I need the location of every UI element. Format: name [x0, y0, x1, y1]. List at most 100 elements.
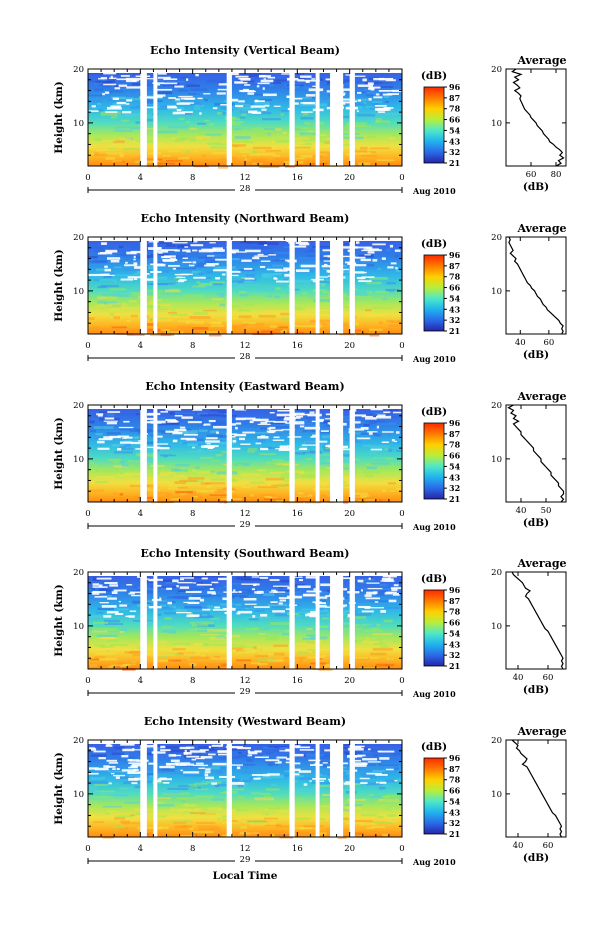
profile-line [508, 236, 564, 335]
y-tick-label: 20 [73, 401, 84, 411]
x-tick-label: 8 [190, 844, 195, 854]
x-tick-label: 4 [138, 676, 143, 686]
panel-title: Echo Intensity (Southward Beam) [141, 547, 350, 560]
y-axis-label: Height (km) [53, 584, 65, 656]
colorbar-tick-label: 96 [449, 82, 461, 92]
data-gap [315, 405, 320, 502]
colorbar-unit: (dB) [421, 70, 447, 82]
profile-x-tick-label: 80 [551, 170, 562, 180]
panel-title: Echo Intensity (Eastward Beam) [145, 380, 344, 393]
colorbar-tick-label: 43 [449, 807, 461, 817]
data-gap [289, 405, 295, 502]
data-gap [349, 405, 355, 502]
profile-x-tick-label: 60 [543, 673, 554, 683]
data-gap [226, 740, 232, 837]
colorbar-unit: (dB) [421, 406, 447, 418]
profile-line [511, 571, 564, 670]
panel-3: Echo Intensity (Eastward Beam) 20 10 Height… [53, 380, 567, 532]
y-axis-label: Height (km) [53, 249, 65, 321]
profile-y-tick-label: 20 [491, 233, 502, 243]
x-tick-label: 0 [399, 676, 404, 686]
colorbar-tick-label: 21 [449, 829, 460, 839]
profile-line [510, 68, 565, 167]
profile-y-tick-label: 20 [491, 401, 502, 411]
data-gap [289, 237, 295, 334]
colorbar-tick-label: 21 [449, 326, 460, 336]
date-day-label: 28 [240, 352, 251, 362]
x-tick-label: 8 [190, 341, 195, 351]
profile-title: Average [516, 222, 566, 235]
data-gap [349, 237, 355, 334]
y-tick-label: 20 [73, 233, 84, 243]
x-tick-label: 20 [344, 844, 355, 854]
data-gap [315, 740, 320, 837]
x-tick-label: 4 [138, 509, 143, 519]
data-gap [140, 740, 147, 837]
profile-y-tick-label: 10 [491, 287, 502, 297]
colorbar-tick-label: 78 [449, 272, 461, 282]
colorbar-tick-label: 54 [449, 293, 461, 303]
date-month-label: Aug 2010 [412, 186, 456, 196]
date-day-label: 29 [240, 520, 251, 530]
y-tick-label: 10 [73, 622, 84, 632]
y-tick-label: 10 [73, 790, 84, 800]
data-gap [226, 69, 232, 166]
colorbar-tick-label: 87 [449, 93, 460, 103]
date-month-label: Aug 2010 [412, 857, 456, 867]
colorbar-tick-label: 87 [449, 261, 460, 271]
x-axis-label: Local Time [213, 870, 278, 882]
colorbar-tick-label: 78 [449, 607, 461, 617]
profile-title: Average [516, 557, 566, 570]
colorbar-tick-label: 66 [449, 618, 461, 628]
data-gap [140, 405, 147, 502]
colorbar-tick-label: 32 [449, 147, 460, 157]
data-gap [315, 69, 320, 166]
profile-x-label: (dB) [523, 684, 549, 696]
colorbar-tick-label: 78 [449, 104, 461, 114]
data-gap [289, 572, 295, 669]
colorbar-tick-label: 96 [449, 250, 461, 260]
profile-frame [505, 739, 567, 838]
colorbar [423, 422, 445, 500]
x-tick-label: 16 [292, 341, 303, 351]
profile-x-tick-label: 40 [513, 673, 524, 683]
x-tick-label: 0 [85, 341, 90, 351]
x-tick-label: 12 [240, 173, 251, 183]
colorbar-tick-label: 32 [449, 483, 460, 493]
profile-frame [505, 68, 567, 167]
profile-x-label: (dB) [523, 517, 549, 529]
colorbar-tick-label: 78 [449, 440, 461, 450]
colorbar-tick-label: 96 [449, 585, 461, 595]
colorbar-unit: (dB) [421, 238, 447, 250]
x-tick-label: 0 [85, 844, 90, 854]
x-tick-label: 16 [292, 509, 303, 519]
data-gap [153, 69, 158, 166]
y-axis-label: Height (km) [53, 81, 65, 153]
panel-4: Echo Intensity (Southward Beam) 20 10 Heigh… [53, 547, 567, 699]
data-gap [349, 69, 355, 166]
panel-title: Echo Intensity (Northward Beam) [141, 212, 350, 225]
x-tick-label: 4 [138, 341, 143, 351]
profile-x-tick-label: 40 [513, 841, 524, 851]
profile-title: Average [516, 54, 566, 67]
date-day-label: 29 [240, 855, 251, 865]
colorbar-tick-label: 54 [449, 125, 461, 135]
colorbar-tick-label: 21 [449, 158, 460, 168]
y-tick-label: 10 [73, 455, 84, 465]
data-gap [226, 237, 232, 334]
x-tick-label: 12 [240, 341, 251, 351]
colorbar-tick-label: 21 [449, 661, 460, 671]
data-gap [153, 405, 158, 502]
x-tick-label: 0 [399, 509, 404, 519]
data-gap [315, 572, 320, 669]
colorbar-tick-label: 87 [449, 429, 460, 439]
profile-frame [505, 571, 567, 670]
colorbar-tick-label: 32 [449, 315, 460, 325]
colorbar-tick-label: 78 [449, 775, 461, 785]
y-tick-label: 20 [73, 568, 84, 578]
y-axis-label: Height (km) [53, 752, 65, 824]
profile-line [507, 404, 565, 503]
data-gap [153, 740, 158, 837]
colorbar-tick-label: 66 [449, 283, 461, 293]
